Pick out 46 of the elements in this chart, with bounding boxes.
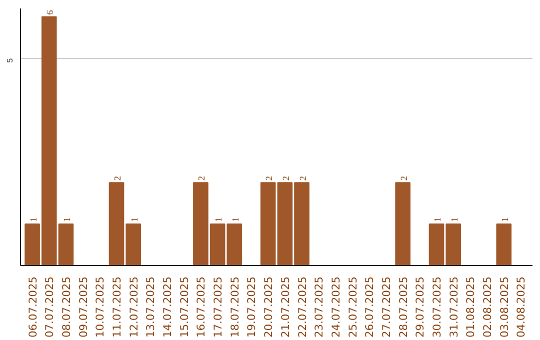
x-tick-label: 24.07.2025 [329, 276, 342, 338]
x-tick-label: 14.07.2025 [161, 276, 174, 338]
x-tick-label: 16.07.2025 [194, 276, 208, 338]
data-label: 1 [130, 217, 140, 222]
x-tick-label: 12.07.2025 [127, 276, 140, 338]
x-tick-label: 22.07.2025 [296, 276, 309, 338]
x-tick-label: 15.07.2025 [178, 276, 191, 338]
x-tick-label: 18.07.2025 [228, 276, 242, 338]
x-tick-label: 20.07.2025 [262, 276, 276, 338]
data-label: 2 [298, 176, 309, 181]
x-tick-label: 29.07.2025 [414, 276, 427, 338]
x-tick-label: 17.07.2025 [212, 276, 225, 338]
x-tick-label: 30.07.2025 [430, 276, 444, 338]
data-label: 1 [62, 217, 73, 222]
data-label: 1 [434, 217, 444, 222]
x-tick-label: 28.07.2025 [396, 276, 410, 338]
x-tick-label: 09.07.2025 [76, 276, 90, 338]
x-tick-label: 04.08.2025 [514, 276, 528, 338]
data-label: 2 [114, 176, 124, 181]
x-tick-label: 25.07.2025 [346, 276, 360, 338]
x-tick-label: 26.07.2025 [363, 276, 376, 338]
y-tick-label: 5 [6, 58, 14, 63]
x-tick-label: 07.07.2025 [43, 276, 56, 338]
data-label: 6 [46, 10, 56, 15]
x-tick-label: 03.08.2025 [498, 276, 511, 338]
data-label: 1 [450, 217, 460, 222]
data-label: 2 [400, 176, 410, 181]
x-tick-label: 27.07.2025 [380, 276, 393, 338]
x-tick-label: 10.07.2025 [94, 276, 107, 338]
x-tick-label: 23.07.2025 [312, 276, 326, 338]
x-tick-label: 31.07.2025 [447, 276, 460, 338]
x-tick-label: 02.08.2025 [481, 276, 494, 338]
x-tick-label: 19.07.2025 [245, 276, 258, 338]
data-label: 2 [282, 176, 292, 181]
data-label: 1 [29, 217, 40, 222]
data-label: 1 [500, 217, 511, 222]
x-tick-label: 01.08.2025 [464, 276, 478, 338]
x-tick-label: 13.07.2025 [144, 276, 158, 338]
data-label: 2 [198, 176, 208, 181]
x-tick-label: 06.07.2025 [26, 276, 40, 338]
data-label: 2 [265, 176, 276, 181]
x-tick-label: 21.07.2025 [278, 276, 292, 338]
x-tick-label: 11.07.2025 [110, 276, 124, 338]
x-tick-label: 08.07.2025 [60, 276, 73, 338]
data-label: 1 [214, 217, 225, 222]
data-label: 1 [231, 217, 242, 222]
